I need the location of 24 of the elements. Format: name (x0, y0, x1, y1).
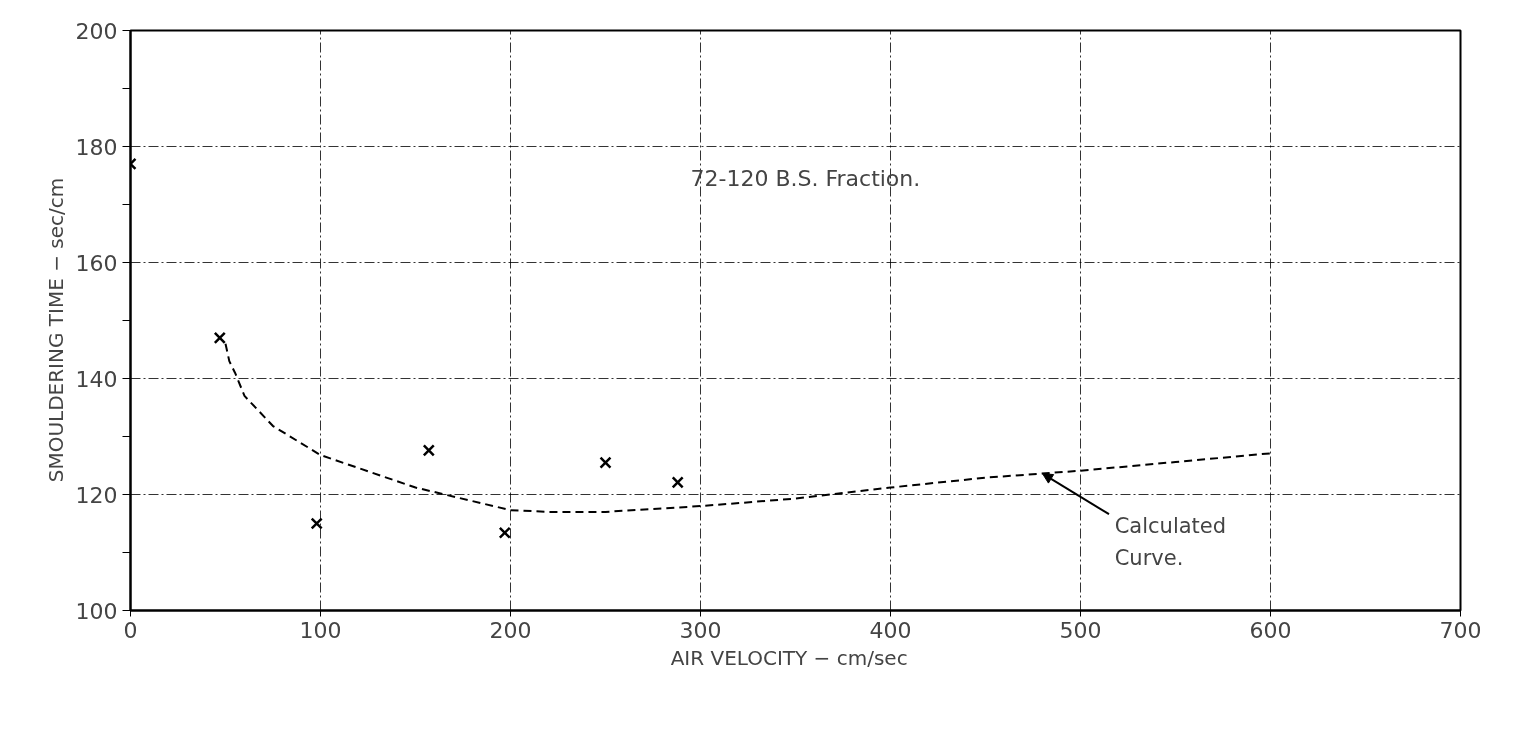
y-tick-label: 200 (75, 18, 118, 44)
point (310, 517, 323, 530)
y-tick-label: 180 (75, 134, 118, 160)
point (422, 444, 435, 457)
y-axis-title: SMOULDERING TIME − sec/cm (43, 177, 68, 483)
x-tick-label: 600 (1249, 617, 1292, 643)
point (498, 526, 511, 539)
x-tick-label: 500 (1059, 617, 1102, 643)
x-tick-label: 400 (869, 617, 912, 643)
point (671, 476, 684, 489)
x-tick-label: 300 (679, 617, 722, 643)
x-tick-label: 0 (123, 617, 138, 643)
x-tick-label: 200 (489, 617, 532, 643)
annotation: 72-120 B.S. Fraction. (690, 165, 921, 191)
y-tick-label: 100 (75, 598, 118, 624)
x-tick-label: 100 (299, 617, 342, 643)
point (599, 456, 612, 469)
annotation: Calculated Curve. (1114, 514, 1227, 571)
point (213, 331, 226, 345)
x-axis-title: AIR VELOCITY − cm/sec (670, 645, 908, 670)
y-tick-label: 160 (75, 250, 118, 276)
x-tick-label: 700 (1439, 617, 1482, 643)
y-tick-label: 140 (75, 366, 118, 392)
y-tick-label: 120 (75, 482, 118, 508)
